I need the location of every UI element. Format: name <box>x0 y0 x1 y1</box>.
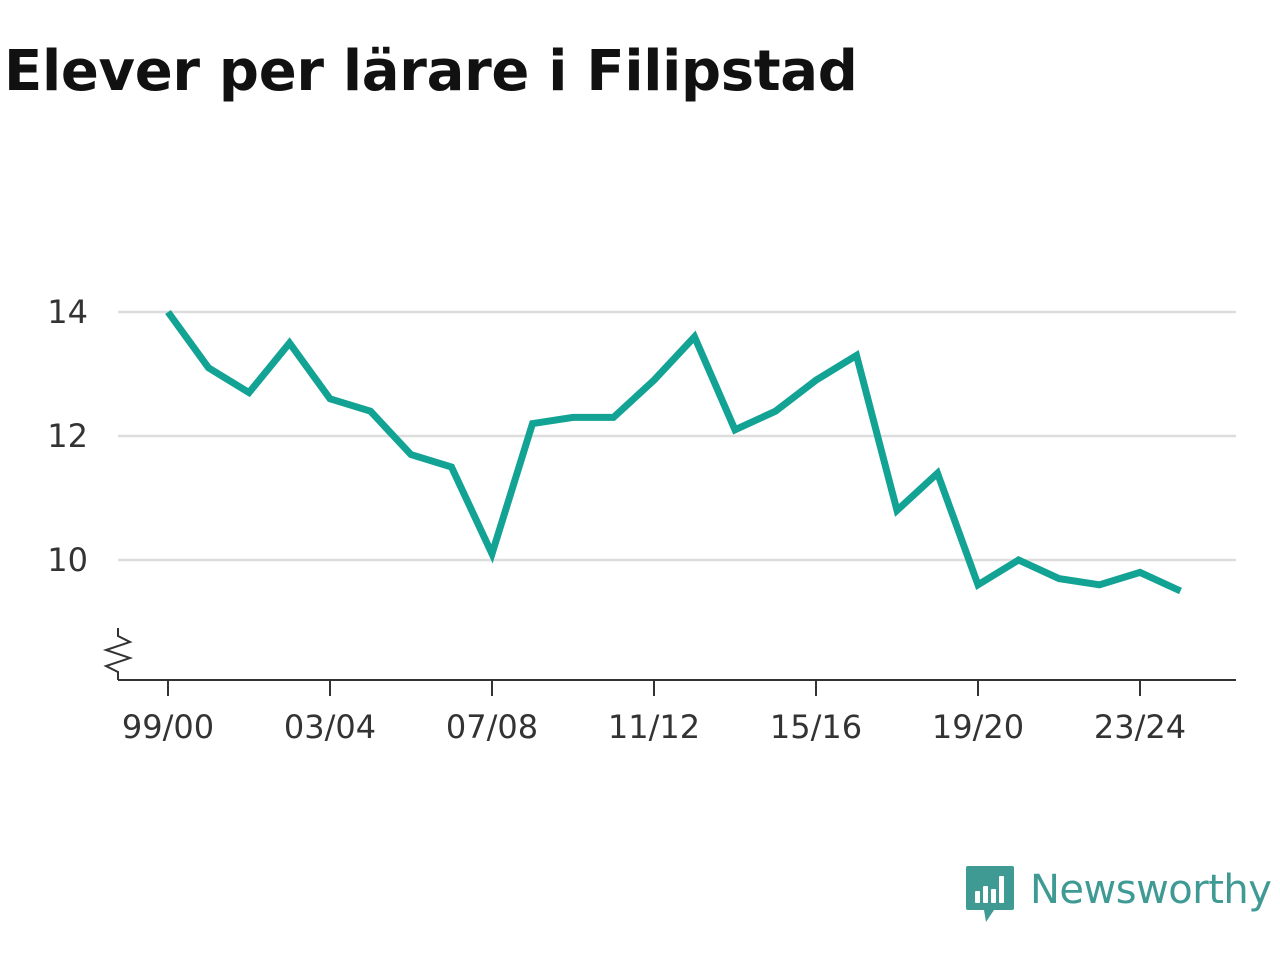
y-tick-label: 14 <box>47 293 88 331</box>
x-tick-label: 07/08 <box>446 708 538 746</box>
x-tick-label: 03/04 <box>284 708 376 746</box>
x-tick-label: 15/16 <box>770 708 862 746</box>
brand-name: Newsworthy <box>1030 867 1272 913</box>
x-tick-label: 11/12 <box>608 708 700 746</box>
x-axis <box>102 628 1236 696</box>
newsworthy-chart-bubble-icon <box>966 866 1014 922</box>
axis-break-icon <box>102 628 134 680</box>
series-group <box>165 309 1182 595</box>
x-tick-label: 99/00 <box>122 708 214 746</box>
y-tick-label: 12 <box>47 417 88 455</box>
series-line <box>165 309 1182 595</box>
y-tick-label: 10 <box>47 541 88 579</box>
x-tick-label: 23/24 <box>1094 708 1186 746</box>
x-tick-label: 19/20 <box>932 708 1024 746</box>
newsworthy-logo: Newsworthy <box>964 864 1272 926</box>
chart-title: Elever per lärare i Filipstad <box>4 39 858 104</box>
y-axis-labels: 10 12 14 <box>47 293 88 579</box>
gridlines <box>118 310 1236 562</box>
x-axis-labels: 99/00 03/04 07/08 11/12 15/16 19/20 23/24 <box>122 708 1186 746</box>
